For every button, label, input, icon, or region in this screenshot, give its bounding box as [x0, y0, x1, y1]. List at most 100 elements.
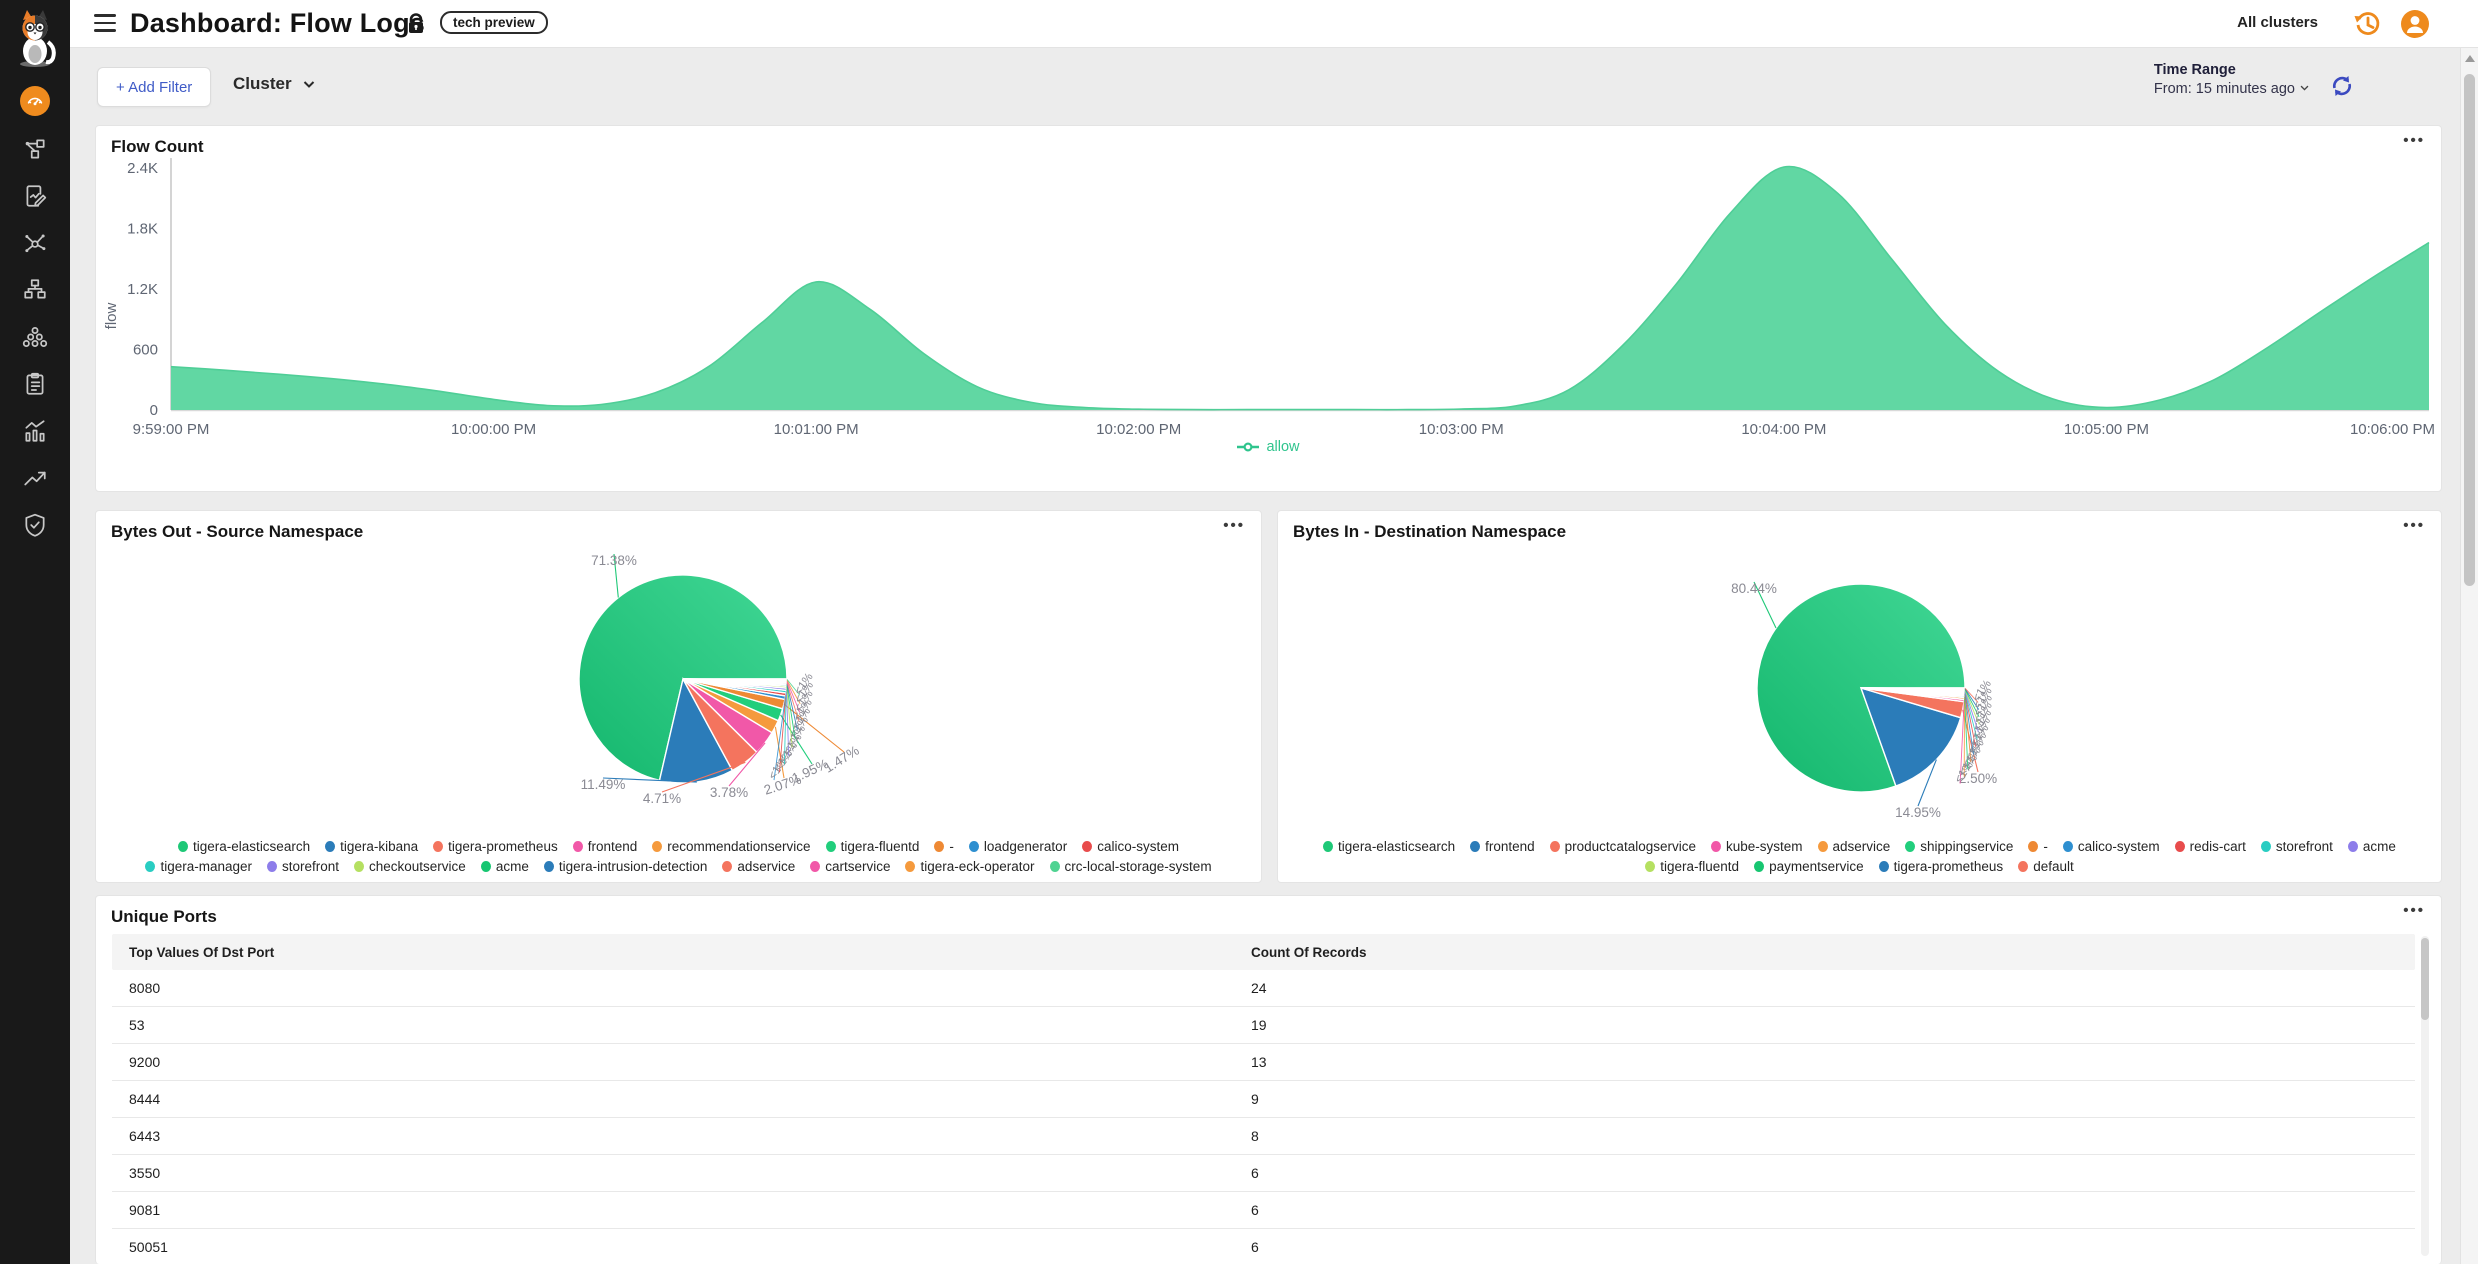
legend-item[interactable]: loadgenerator [968, 839, 1068, 854]
refresh-icon[interactable] [2329, 73, 2355, 99]
legend-label: calico-system [2077, 839, 2160, 854]
legend-item[interactable]: acme [2347, 839, 2396, 854]
cluster-scope-label[interactable]: All clusters [2237, 14, 2318, 31]
cell-dst-port: 8444 [129, 1091, 161, 1107]
legend-dot-icon [1323, 841, 1334, 852]
legend-label: acme [2362, 839, 2396, 854]
legend-item[interactable]: redis-cart [2174, 839, 2246, 854]
legend-item[interactable]: frontend [1470, 839, 1535, 854]
dashboard-icon[interactable] [20, 86, 50, 116]
legend-item[interactable]: tigera-fluentd [1645, 859, 1739, 874]
legend-item[interactable]: - [934, 839, 954, 854]
cell-dst-port: 3550 [129, 1165, 161, 1181]
legend-item[interactable]: acme [480, 859, 529, 874]
service-graph-icon[interactable] [21, 135, 49, 163]
calico-cat-logo[interactable] [12, 8, 58, 68]
legend-item[interactable]: kube-system [1710, 839, 1803, 854]
legend-label: kube-system [1725, 839, 1803, 854]
legend-item[interactable]: - [2028, 839, 2048, 854]
infrastructure-icon[interactable] [21, 276, 49, 304]
compliance-reports-icon[interactable] [21, 370, 49, 398]
menu-icon[interactable] [94, 14, 116, 33]
legend-item[interactable]: default [2018, 859, 2074, 874]
flow-legend-allow[interactable]: allow [96, 439, 2441, 455]
svg-text:9:59:00 PM: 9:59:00 PM [133, 421, 210, 438]
cell-count: 6 [1251, 1165, 1259, 1181]
legend-item[interactable]: calico-system [2062, 839, 2160, 854]
table-scrollbar[interactable] [2421, 936, 2429, 1256]
svg-text:0: 0 [150, 402, 158, 419]
legend-item[interactable]: crc-local-storage-system [1049, 859, 1212, 874]
legend-item[interactable]: shippingservice [1905, 839, 2013, 854]
legend-item[interactable]: tigera-manager [145, 859, 252, 874]
legend-label: storefront [281, 859, 340, 874]
legend-item[interactable]: paymentservice [1754, 859, 1864, 874]
legend-item[interactable]: tigera-eck-operator [905, 859, 1035, 874]
legend-item[interactable]: cartservice [810, 859, 890, 874]
svg-text:1.47%: 1.47% [821, 743, 861, 776]
panel-menu-icon[interactable]: ••• [2403, 517, 2425, 534]
table-row: 8080 24 [112, 970, 2415, 1007]
cell-dst-port: 6443 [129, 1128, 161, 1144]
legend-item[interactable]: frontend [572, 839, 637, 854]
legend-item[interactable]: productcatalogservice [1549, 839, 1696, 854]
bytes-out-legend: tigera-elasticsearch tigera-kibana tigera-… [126, 839, 1231, 874]
tech-preview-badge: tech preview [440, 11, 548, 34]
legend-item[interactable]: adservice [722, 859, 795, 874]
table-row: 8444 9 [112, 1081, 2415, 1118]
flow-count-area-chart: 0 600 1.2K 1.8K 2.4K flow 9:59:00 PM 10:00:00 P… [103, 158, 2435, 438]
panel-menu-icon[interactable]: ••• [2403, 132, 2425, 149]
table-row: 3550 6 [112, 1155, 2415, 1192]
statistics-icon[interactable] [21, 417, 49, 445]
time-range-value: From: 15 minutes ago [2154, 81, 2310, 97]
legend-item[interactable]: calico-system [1082, 839, 1179, 854]
clusters-icon[interactable] [21, 323, 49, 351]
legend-item[interactable]: tigera-fluentd [825, 839, 919, 854]
legend-dot-icon [2174, 841, 2185, 852]
legend-item[interactable]: tigera-elasticsearch [1323, 839, 1455, 854]
flow-count-panel: Flow Count ••• 0 600 1.2K 1.8K 2.4K flow 9:59:… [95, 125, 2442, 492]
legend-item[interactable]: checkoutservice [354, 859, 466, 874]
page-scrollbar-thumb[interactable] [2464, 74, 2475, 586]
security-shield-icon[interactable] [21, 511, 49, 539]
page-scrollbar[interactable] [2460, 48, 2478, 1264]
top-header: Dashboard: Flow Logs tech preview All cl… [70, 0, 2478, 48]
cell-count: 6 [1251, 1239, 1259, 1255]
legend-item[interactable]: adservice [1817, 839, 1890, 854]
panel-menu-icon[interactable]: ••• [1223, 517, 1245, 534]
legend-item[interactable]: tigera-prometheus [433, 839, 558, 854]
table-scrollbar-thumb[interactable] [2421, 938, 2429, 1020]
cell-count: 19 [1251, 1017, 1267, 1033]
legend-item[interactable]: tigera-kibana [325, 839, 418, 854]
legend-dot-icon [1905, 841, 1916, 852]
network-graph-icon[interactable] [21, 229, 49, 257]
legend-dot-icon [433, 841, 444, 852]
cluster-dropdown[interactable]: Cluster [233, 74, 317, 94]
unique-ports-table: Top Values Of Dst Port Count Of Records … [112, 934, 2415, 1264]
legend-label: crc-local-storage-system [1064, 859, 1212, 874]
history-icon[interactable] [2352, 9, 2382, 39]
legend-label: loadgenerator [983, 839, 1068, 854]
time-range-dropdown[interactable]: Time Range From: 15 minutes ago [2154, 62, 2310, 97]
legend-label: cartservice [825, 859, 891, 874]
legend-item[interactable]: recommendationservice [652, 839, 811, 854]
legend-item[interactable]: storefront [2260, 839, 2333, 854]
scrollbar-up-arrow[interactable] [2465, 55, 2475, 62]
panel-menu-icon[interactable]: ••• [2403, 902, 2425, 919]
cell-dst-port: 8080 [129, 980, 161, 996]
user-avatar-icon[interactable] [2400, 9, 2430, 39]
legend-item[interactable]: storefront [266, 859, 340, 874]
legend-dot-icon [722, 861, 733, 872]
flow-logs-icon[interactable] [21, 182, 49, 210]
trends-icon[interactable] [21, 464, 49, 492]
legend-label: recommendationservice [667, 839, 811, 854]
legend-item[interactable]: tigera-prometheus [1878, 859, 2003, 874]
sidebar-nav [0, 0, 70, 1264]
add-filter-button[interactable]: + Add Filter [97, 67, 212, 107]
legend-item[interactable]: tigera-elasticsearch [178, 839, 310, 854]
filter-bar: + Add Filter Cluster Time Range From: 15… [70, 48, 2460, 125]
legend-label: - [2043, 839, 2048, 854]
legend-item[interactable]: tigera-intrusion-detection [543, 859, 707, 874]
page-title: Dashboard: Flow Logs [130, 8, 426, 38]
cell-dst-port: 9200 [129, 1054, 161, 1070]
